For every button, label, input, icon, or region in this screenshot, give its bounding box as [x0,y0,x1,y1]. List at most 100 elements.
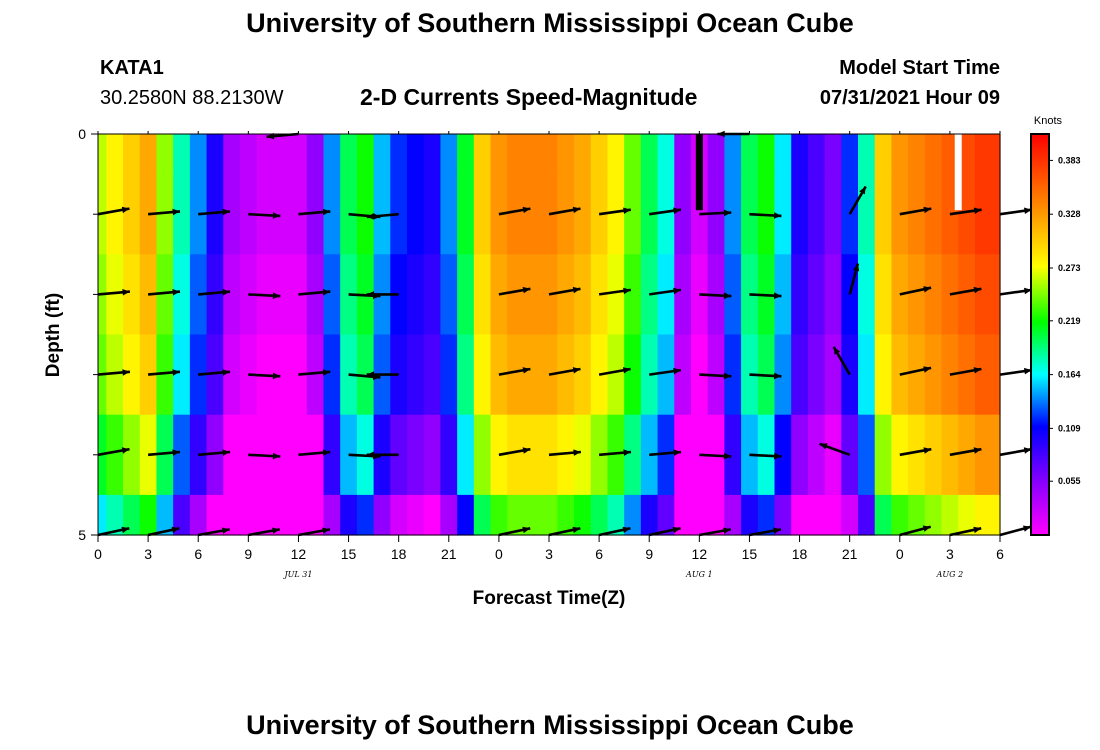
heat-cell [807,494,826,536]
heat-cell [858,414,876,496]
heat-cell [791,134,809,175]
heat-cell [440,334,458,416]
heat-cell [991,174,1001,255]
heat-cell [624,414,642,496]
heat-cell [390,134,408,175]
heat-cell [958,134,976,175]
heat-cell [490,134,508,175]
heat-cell [507,134,525,175]
vector-head [522,367,531,374]
heat-cell [473,134,492,175]
heat-cell [323,134,341,175]
x-tick-label: 12 [291,546,307,562]
heat-cell [273,254,291,336]
heat-cell [908,414,926,496]
heat-cell [824,134,842,175]
vector-head [266,132,275,140]
heat-cell [874,254,893,336]
heat-cell [624,174,642,255]
heat-cell [858,494,876,536]
heat-cell [724,134,742,175]
heat-cell [123,254,141,336]
current-vector [899,286,932,296]
heat-cell [98,494,107,536]
vector-head [673,367,681,375]
vector-head [773,292,782,299]
heat-cell [206,414,224,496]
product-title: 2-D Currents Speed-Magnitude [360,84,698,110]
heat-cell [340,134,358,175]
heat-cell [239,134,258,175]
heat-cell [841,414,859,496]
heat-cell [958,494,976,536]
heat-cell [323,494,341,536]
heat-cell [991,334,1001,416]
heat-cell [139,494,158,536]
vector-head [923,206,932,214]
current-vector [899,447,932,457]
current-vector [498,447,531,457]
heat-cell [390,334,408,416]
current-vector [699,372,732,380]
vector-head [171,526,180,534]
current-vector [548,367,581,376]
current-vector [598,287,631,296]
current-vector [548,526,581,537]
heat-cell [574,254,592,336]
heat-cell [173,494,191,536]
heat-cell [774,494,792,536]
page-title-top: University of Southern Mississippi Ocean… [246,8,854,38]
vector-head [272,372,281,380]
heat-cell [173,134,191,175]
vector-head [1023,447,1032,454]
heat-cell [941,134,959,175]
current-vector [819,442,851,457]
heat-cell [858,334,876,416]
heat-cell [457,494,475,536]
heat-cell [323,414,341,496]
x-tick-label: 15 [341,546,357,562]
current-vector [498,526,531,537]
heat-cell [440,134,458,175]
heat-cell [807,134,826,175]
heat-cell [206,494,224,536]
heat-cell [223,494,241,536]
heat-cell [239,494,258,536]
heat-cell [807,254,826,336]
heat-cell [908,334,926,416]
x-tick-label: 0 [896,546,904,562]
heat-cell [841,174,859,255]
vector-head [322,208,331,216]
current-vector [198,289,231,296]
vector-head [673,449,682,456]
y-tick-label: 5 [78,527,86,543]
heat-cell [674,254,692,336]
heat-cell [407,174,425,255]
vector-head [222,369,231,376]
heat-cell [574,134,592,175]
heat-cell [106,254,124,336]
heat-cell [674,134,692,175]
heat-cell [123,334,141,416]
heat-cell [507,414,525,496]
heat-cell [858,174,876,255]
colorbar-tick-label: 0.055 [1058,476,1081,486]
heat-cell [557,414,575,496]
heat-cell [273,174,291,255]
current-vector [248,212,281,219]
current-vector [498,367,531,376]
heat-cell [290,494,308,536]
heat-cell [974,414,993,496]
heat-cell [390,414,408,496]
vector-head [1024,207,1032,214]
heat-cell [791,414,809,496]
heat-cell [156,414,174,496]
heat-cell [189,494,208,536]
heat-cell [473,414,492,496]
heat-cell [457,414,475,496]
heat-cell [640,134,659,175]
heat-cell [106,174,124,255]
vector-head [723,292,732,299]
heat-cell [874,134,893,175]
heat-cell [540,134,558,175]
